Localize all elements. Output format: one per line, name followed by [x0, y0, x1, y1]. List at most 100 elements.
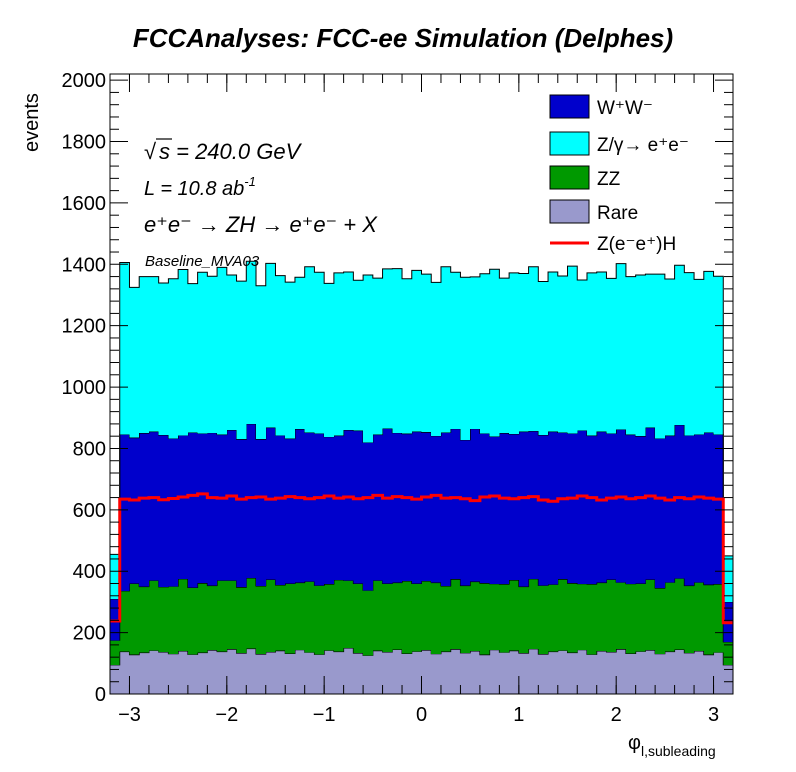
- bar-ww: [217, 434, 227, 581]
- bar-zz: [635, 583, 646, 652]
- bar-zgamma: [236, 281, 247, 440]
- bar-rare: [148, 650, 159, 694]
- bar-rare: [567, 652, 578, 694]
- bar-rare: [226, 649, 237, 694]
- bar-zgamma: [187, 283, 198, 433]
- lumi-main: L = 10.8 ab: [144, 178, 244, 200]
- bar-zz: [440, 585, 451, 652]
- bar-zgamma: [489, 269, 500, 437]
- x-axis-label-sub: l,subleading: [641, 743, 716, 759]
- bar-zz: [236, 587, 247, 654]
- bar-zgamma: [363, 275, 373, 443]
- bar-zgamma: [440, 266, 451, 433]
- series-zgamma: [109, 260, 734, 694]
- bar-zz: [509, 580, 519, 651]
- bar-rare: [158, 651, 169, 694]
- bar-zz: [314, 585, 325, 655]
- bar-zz: [606, 579, 617, 652]
- bar-zz: [392, 582, 403, 650]
- bar-zz: [343, 580, 354, 648]
- legend-entry-zz: ZZ: [549, 165, 621, 190]
- bar-ww: [421, 432, 432, 582]
- bar-rare: [548, 651, 558, 694]
- bar-rare: [421, 650, 432, 694]
- bar-ww: [509, 434, 519, 581]
- bar-rare: [674, 649, 685, 694]
- bar-zz: [723, 641, 733, 665]
- bar-zgamma: [655, 274, 665, 439]
- bar-ww: [129, 437, 140, 584]
- bar-ww: [625, 434, 636, 584]
- bar-zgamma: [324, 283, 334, 437]
- bar-rare: [217, 651, 227, 694]
- bar-zgamma: [596, 271, 607, 432]
- bar-zgamma: [353, 280, 364, 431]
- y-tick-label: 600: [73, 500, 106, 522]
- bar-zz: [625, 583, 636, 654]
- bar-ww: [664, 435, 675, 583]
- bar-ww: [518, 431, 529, 587]
- bar-zz: [655, 588, 665, 654]
- bar-rare: [460, 652, 471, 694]
- bar-rare: [314, 654, 325, 694]
- bar-zz: [304, 581, 315, 653]
- bar-zz: [119, 590, 130, 652]
- bar-zgamma: [148, 276, 159, 432]
- bar-rare: [275, 650, 286, 694]
- bar-zgamma: [713, 276, 724, 435]
- bar-rare: [431, 653, 441, 694]
- bar-ww: [606, 433, 617, 580]
- bar-ww: [567, 433, 578, 584]
- bar-rare: [285, 653, 295, 694]
- bar-ww: [324, 436, 334, 585]
- histogram-stack: [109, 260, 734, 694]
- bar-rare: [479, 654, 490, 694]
- bar-zgamma: [635, 275, 646, 437]
- legend-swatch-ww: [549, 94, 590, 119]
- legend-swatch-zz: [549, 165, 590, 190]
- bar-ww: [489, 436, 500, 584]
- bar-ww: [674, 424, 685, 579]
- y-tick-label: 200: [73, 623, 106, 645]
- bar-zgamma: [256, 285, 266, 440]
- bar-zgamma: [129, 287, 140, 438]
- bar-rare: [187, 654, 198, 694]
- bar-ww: [548, 431, 558, 585]
- bar-rare: [246, 648, 257, 694]
- y-tick-label: 2000: [62, 70, 107, 92]
- bar-zz: [567, 583, 578, 653]
- bar-zz: [411, 583, 422, 652]
- bar-zz: [285, 583, 295, 654]
- bar-zz: [674, 578, 685, 650]
- bar-zz: [265, 579, 276, 652]
- bar-zgamma: [285, 282, 295, 439]
- bar-zz: [178, 578, 188, 652]
- bar-zgamma: [723, 555, 733, 602]
- x-tick-label: 3: [708, 704, 719, 726]
- bar-rare: [353, 653, 364, 694]
- bar-rare: [664, 651, 675, 694]
- bar-zgamma: [411, 270, 422, 432]
- bar-zz: [499, 584, 510, 653]
- x-axis-label: φl,subleading: [628, 732, 716, 759]
- bar-ww: [655, 438, 665, 589]
- series-zz: [109, 577, 734, 694]
- bar-zz: [256, 585, 266, 655]
- bar-ww: [470, 428, 480, 582]
- bar-zgamma: [382, 268, 393, 429]
- bar-zgamma: [294, 277, 305, 430]
- bar-zgamma: [158, 283, 169, 435]
- selection-text: Baseline_MVA03: [145, 253, 260, 270]
- sqrt-s-symbol: √: [144, 139, 157, 164]
- bar-zgamma: [392, 268, 403, 433]
- legend-entry-signal: Z(e⁻e⁺)H: [550, 234, 676, 255]
- bar-zgamma: [567, 266, 578, 434]
- bar-zgamma: [577, 279, 587, 431]
- bar-zgamma: [518, 273, 529, 432]
- signal-histogram: [110, 492, 733, 625]
- bar-ww: [343, 430, 354, 581]
- bar-zz: [694, 582, 704, 652]
- bar-ww: [499, 433, 510, 585]
- bar-zz: [577, 583, 587, 650]
- bar-ww: [314, 433, 325, 586]
